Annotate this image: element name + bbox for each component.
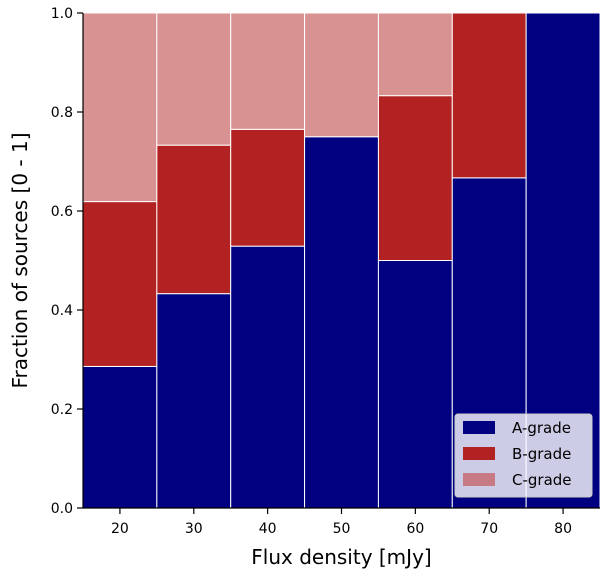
x-tick-label: 50 <box>333 521 351 537</box>
axes-group: 0.0 0.2 0.4 0.6 0.8 1.0 20 30 40 50 60 70 80 <box>51 6 600 537</box>
x-tick-label: 30 <box>185 521 203 537</box>
legend: A-grade B-grade C-grade <box>454 413 593 498</box>
bar-a-grade-40 <box>230 245 306 509</box>
bar-c-grade-50 <box>304 12 379 138</box>
x-tick-label: 60 <box>406 521 424 537</box>
y-axis-label: Fraction of sources [0 - 1] <box>8 132 32 388</box>
bar-b-grade-30 <box>156 144 232 295</box>
bar-a-grade-20 <box>82 365 158 509</box>
y-tick-label: 0.6 <box>51 204 73 220</box>
legend-swatch-c-grade <box>463 473 495 486</box>
x-tick-label: 80 <box>554 521 572 537</box>
bar-b-grade-60 <box>377 95 453 262</box>
bar-a-grade-50 <box>304 136 379 509</box>
legend-label-c-grade: C-grade <box>512 471 572 489</box>
legend-swatch-a-grade <box>463 421 495 434</box>
legend-swatch-b-grade <box>463 447 495 460</box>
bar-c-grade-60 <box>377 12 453 97</box>
legend-label-a-grade: A-grade <box>512 419 571 437</box>
x-axis-label: Flux density [mJy] <box>251 545 431 569</box>
bar-c-grade-20 <box>82 12 158 203</box>
bar-a-grade-30 <box>156 293 232 509</box>
bar-c-grade-30 <box>156 12 232 146</box>
bar-a-grade-60 <box>377 260 453 509</box>
bar-c-grade-40 <box>230 12 306 130</box>
bar-b-grade-40 <box>230 128 306 247</box>
y-tick-label: 1.0 <box>51 6 73 22</box>
y-tick-label: 0.2 <box>51 402 73 418</box>
legend-label-b-grade: B-grade <box>512 445 571 463</box>
x-tick-label: 20 <box>111 521 129 537</box>
y-tick-label: 0.4 <box>51 303 73 319</box>
bar-b-grade-20 <box>82 201 158 367</box>
y-tick-label: 0.8 <box>51 105 73 121</box>
x-tick-label: 40 <box>259 521 277 537</box>
bar-b-grade-70 <box>451 12 527 179</box>
y-tick-label: 0.0 <box>51 501 73 517</box>
x-tick-label: 70 <box>480 521 498 537</box>
